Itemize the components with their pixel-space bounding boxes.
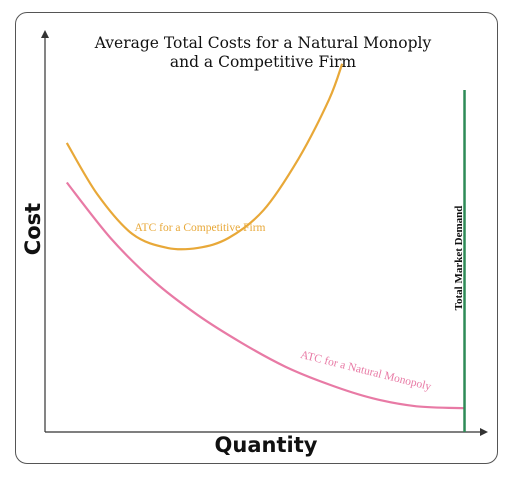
- chart-frame: [15, 12, 498, 464]
- x-axis-label: Quantity: [215, 433, 318, 457]
- x-axis-arrow-icon: [480, 428, 488, 436]
- total-market-demand-label: Total Market Demand: [453, 206, 465, 311]
- series-label-competitive-firm: ATC for a Competitive Firm: [135, 222, 266, 234]
- chart-title-line-2: and a Competitive Firm: [170, 53, 357, 71]
- series-line-natural-monopoly: [65, 181, 465, 410]
- y-axis-arrow-icon: [41, 30, 49, 38]
- series-line-competitive-firm: [65, 63, 344, 251]
- series-label-natural-monopoly: ATC for a Natural Monopoly: [299, 349, 432, 393]
- chart-title-line-1: Average Total Costs for a Natural Monopl…: [94, 34, 432, 52]
- y-axis-label: Cost: [21, 203, 45, 255]
